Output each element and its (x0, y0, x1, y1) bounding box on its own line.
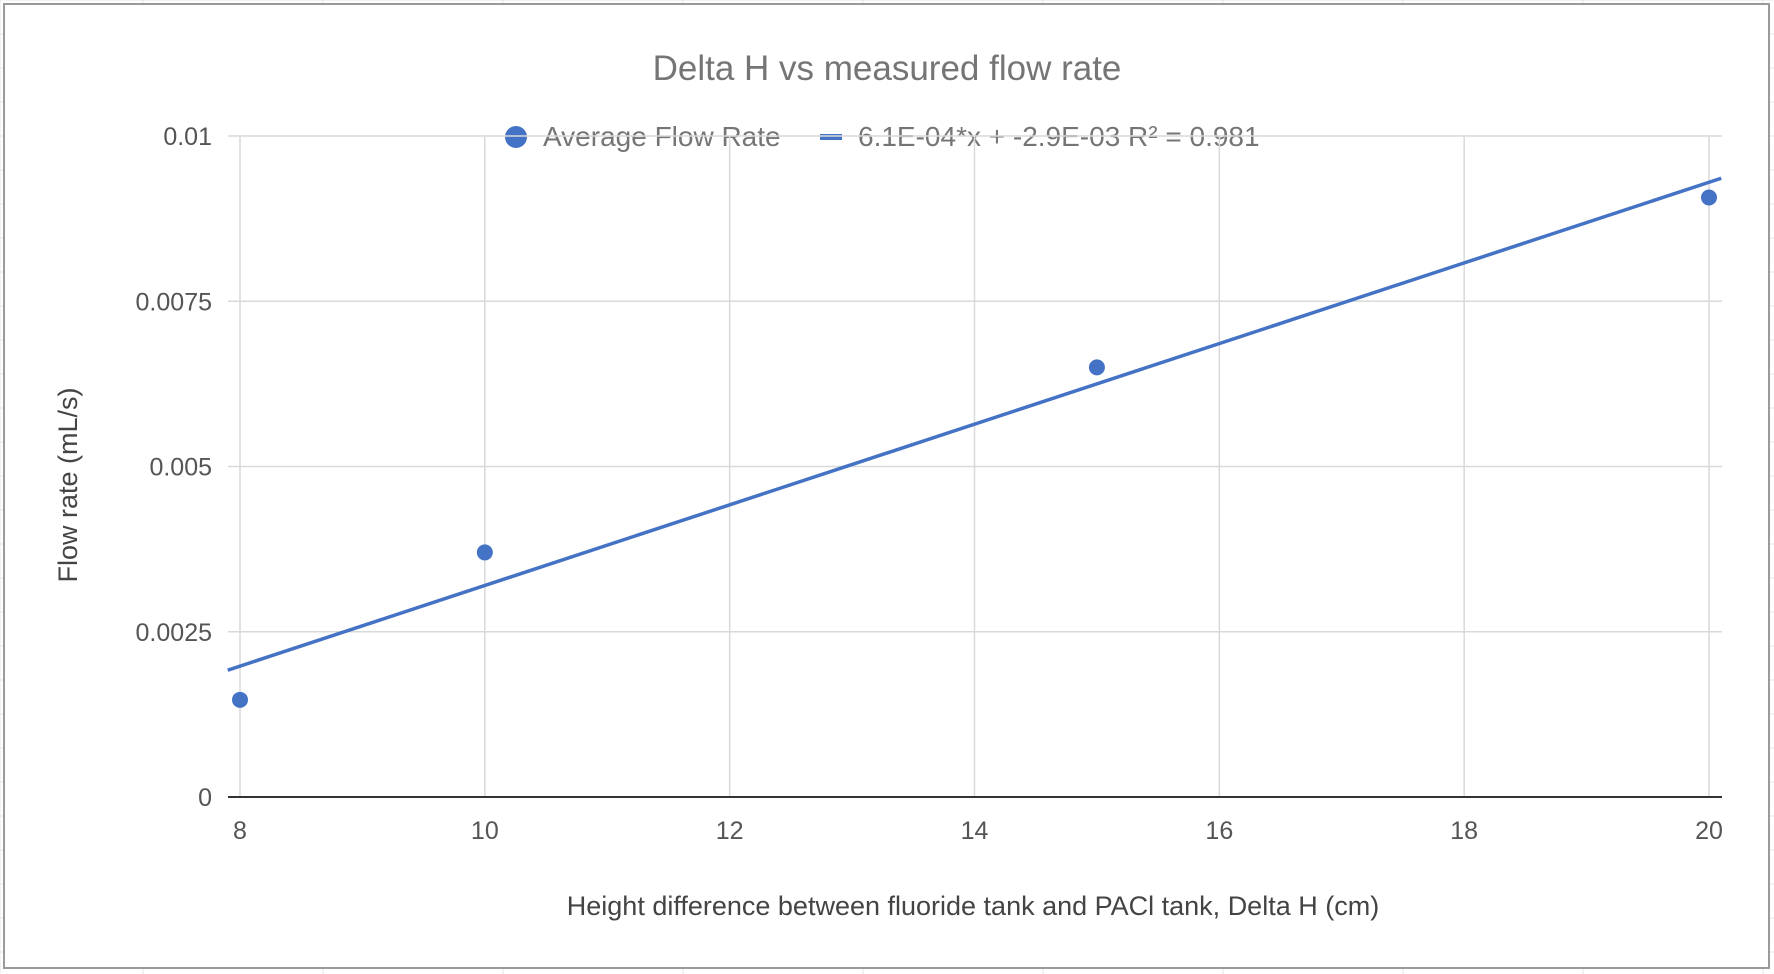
data-point (232, 691, 248, 708)
data-point (1701, 189, 1717, 206)
data-points (232, 189, 1717, 708)
x-tick-label: 16 (1205, 817, 1233, 845)
tick-labels: 8 10 12 14 16 18 20 0 0.0025 0.005 0.0075 0.01 (136, 123, 1723, 845)
x-tick-label: 14 (961, 817, 989, 845)
y-axis-label: Flow rate (mL/s) (53, 387, 83, 582)
x-tick-label: 18 (1450, 817, 1478, 845)
y-tick-label: 0.01 (163, 123, 212, 151)
y-tick-label: 0.005 (149, 454, 212, 482)
x-tick-label: 10 (471, 817, 499, 845)
y-tick-label: 0.0025 (136, 619, 212, 647)
x-tick-label: 12 (716, 817, 744, 845)
chart-container[interactable] (3, 3, 1770, 969)
chart-title: Delta H vs measured flow rate (653, 49, 1122, 88)
x-axis-label: Height difference between fluoride tank … (567, 891, 1379, 921)
x-tick-label: 8 (233, 817, 247, 845)
trendline (227, 176, 1722, 672)
x-tick-label: 20 (1695, 817, 1723, 845)
gridlines (228, 135, 1722, 797)
legend-marker-trendline (820, 134, 842, 140)
data-point (1088, 359, 1105, 376)
y-tick-label: 0.0075 (136, 288, 212, 316)
y-tick-label: 0 (198, 784, 212, 812)
trendline-layer (227, 176, 1722, 672)
legend-marker-dot (505, 126, 527, 148)
data-point (476, 544, 493, 561)
